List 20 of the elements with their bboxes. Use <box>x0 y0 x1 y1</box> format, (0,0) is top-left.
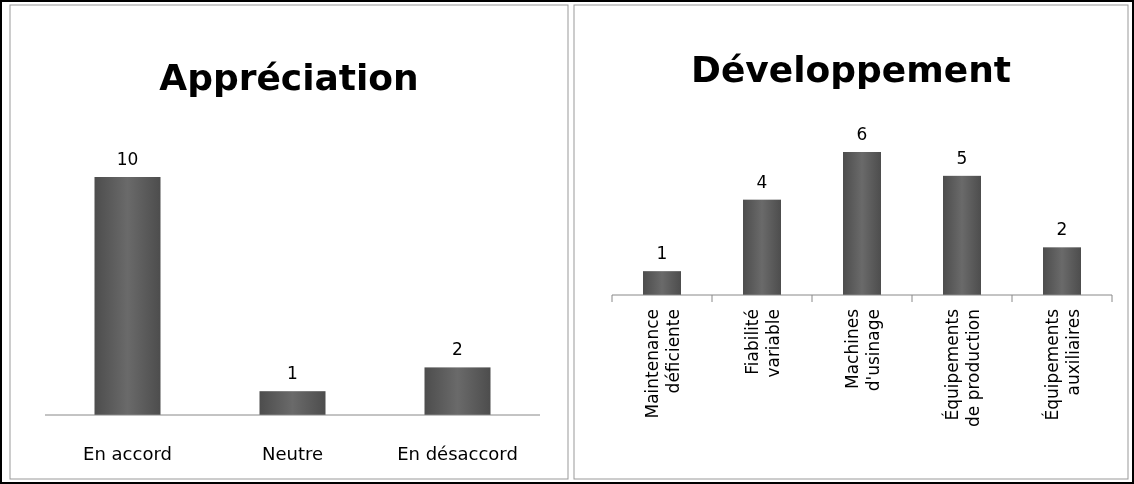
data-label: 6 <box>856 124 868 144</box>
data-label: 5 <box>956 147 968 168</box>
x-tick-label: Maintenance déficiente <box>641 309 683 419</box>
x-tick-label: En désaccord <box>397 443 518 464</box>
data-label: 2 <box>452 339 463 360</box>
x-tick-label: Fiabilité variable <box>741 309 783 378</box>
bar <box>643 271 681 295</box>
bar <box>1043 247 1081 295</box>
x-tick-label: Neutre <box>261 443 324 464</box>
bar <box>743 199 781 295</box>
chart-title: Développement <box>691 49 1011 90</box>
bar <box>843 152 881 295</box>
data-label: 4 <box>756 171 768 192</box>
data-label: 10 <box>116 149 139 169</box>
x-tick-label: En accord <box>83 443 172 464</box>
data-label: 1 <box>656 243 668 264</box>
data-label: 2 <box>1056 219 1068 240</box>
data-label: 1 <box>287 363 298 384</box>
chart-title: Appréciation <box>159 57 419 98</box>
bar <box>943 175 981 295</box>
